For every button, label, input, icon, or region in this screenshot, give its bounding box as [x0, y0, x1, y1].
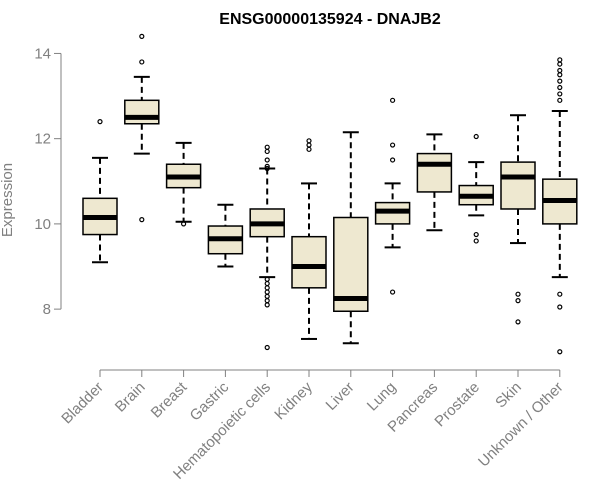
- outlier-11-6: [557, 91, 563, 97]
- box-group-6: [333, 131, 369, 345]
- y-axis: 8 10 12 14: [34, 45, 62, 318]
- outlier-4-7: [264, 285, 270, 291]
- outlier-4-4: [264, 165, 270, 172]
- box-series: [82, 33, 578, 355]
- outlier-1-1: [139, 59, 145, 65]
- chart-title: ENSG00000135924 - DNAJB2: [219, 11, 441, 28]
- outlier-4-12: [264, 344, 270, 351]
- outlier-11-0: [557, 57, 563, 63]
- outlier-0-0: [97, 119, 103, 125]
- outlier-7-2: [390, 157, 396, 163]
- outlier-4-0: [264, 144, 270, 150]
- outlier-10-2: [515, 319, 521, 325]
- outlier-5-2: [306, 146, 312, 152]
- box-group-11: [542, 57, 578, 355]
- outlier-11-3: [557, 72, 563, 78]
- outlier-2-0: [181, 221, 187, 227]
- x-tick-label-6: Liver: [323, 379, 358, 414]
- y-tick-label-8: 8: [43, 301, 51, 318]
- outlier-7-3: [390, 289, 396, 295]
- box-group-3: [207, 203, 244, 268]
- outlier-10-1: [515, 298, 521, 304]
- outlier-4-6: [264, 280, 270, 287]
- y-axis-label: Expression: [0, 163, 16, 237]
- outlier-9-2: [473, 238, 479, 244]
- box-group-7: [374, 97, 411, 295]
- x-tick-label-10: Skin: [492, 379, 525, 412]
- box-group-5: [291, 138, 327, 340]
- outlier-4-11: [264, 302, 270, 308]
- x-tick-label-7: Lung: [364, 379, 400, 415]
- x-tick-label-9: Prostate: [431, 379, 483, 431]
- outlier-5-1: [306, 142, 312, 148]
- outlier-11-8: [557, 291, 563, 297]
- outlier-10-0: [515, 291, 521, 297]
- outlier-11-7: [557, 97, 563, 103]
- outlier-7-1: [390, 142, 396, 148]
- outlier-4-2: [264, 157, 270, 163]
- box-group-4: [249, 144, 285, 351]
- outlier-7-0: [390, 97, 396, 103]
- outlier-4-9: [264, 293, 270, 299]
- box-group-2: [165, 141, 202, 227]
- outlier-11-5: [557, 84, 563, 91]
- x-tick-label-0: Bladder: [58, 379, 107, 428]
- box-group-8: [416, 133, 453, 232]
- box-group-10: [500, 114, 536, 325]
- outlier-4-1: [264, 148, 270, 155]
- outlier-4-8: [264, 289, 270, 295]
- outlier-4-3: [264, 163, 270, 169]
- outlier-11-1: [557, 61, 563, 67]
- box-8: [416, 152, 453, 193]
- x-tick-label-1: Brain: [112, 379, 149, 416]
- outlier-11-10: [557, 349, 563, 355]
- y-tick-label-12: 12: [34, 131, 51, 148]
- box-group-9: [458, 133, 494, 244]
- box-1: [124, 99, 160, 125]
- y-tick-label-10: 10: [34, 216, 51, 233]
- y-tick-label-14: 14: [34, 45, 51, 62]
- outlier-9-0: [473, 133, 479, 140]
- outlier-11-4: [557, 78, 563, 84]
- outlier-5-0: [306, 138, 312, 144]
- x-tick-label-2: Breast: [148, 378, 191, 421]
- box-5: [291, 235, 327, 289]
- outlier-1-0: [139, 33, 145, 39]
- outlier-11-9: [557, 304, 563, 310]
- box-6: [333, 216, 369, 313]
- x-tick-label-5: Kidney: [271, 378, 316, 423]
- outlier-9-1: [473, 231, 479, 238]
- outlier-11-2: [557, 67, 563, 74]
- outlier-1-2: [139, 217, 145, 223]
- outlier-4-10: [264, 298, 270, 304]
- box-group-0: [82, 119, 118, 264]
- box-10: [500, 161, 536, 210]
- box-group-1: [124, 33, 160, 223]
